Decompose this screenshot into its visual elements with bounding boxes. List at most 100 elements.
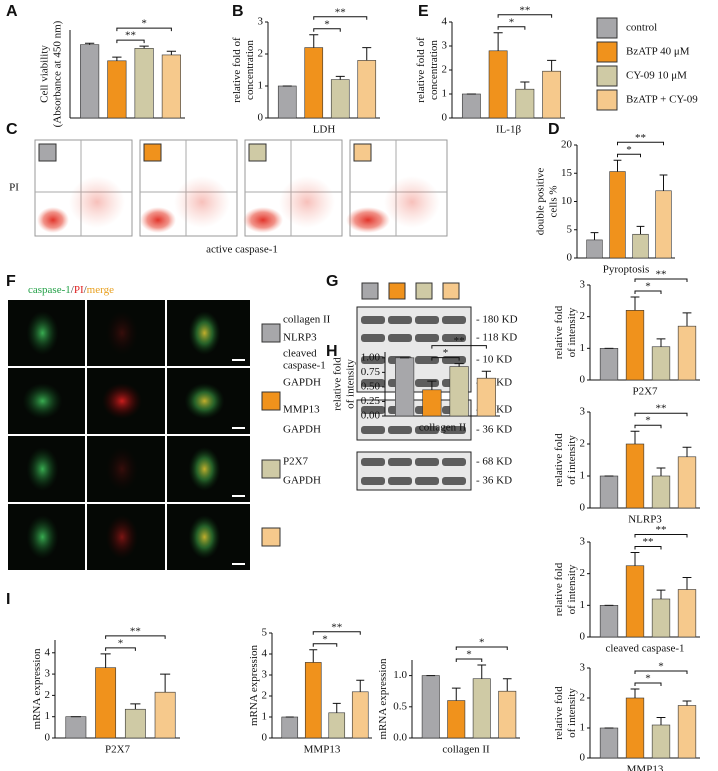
- error-bar: [112, 56, 122, 61]
- significance-bracket: [634, 533, 688, 538]
- bar: [80, 44, 100, 119]
- significance-label: *: [141, 18, 147, 30]
- significance-label: *: [509, 16, 515, 28]
- significance-label: **: [331, 621, 342, 633]
- significance-bracket: [617, 153, 641, 158]
- if-cell: [26, 515, 59, 559]
- y-tick-label: 0.0: [393, 732, 407, 744]
- bar: [542, 70, 562, 119]
- if-header-part: merge: [87, 284, 114, 296]
- blot-size: - 36 KD: [476, 475, 512, 487]
- y-axis-label: relative fold: [332, 357, 344, 411]
- blot-size: - 36 KD: [476, 424, 512, 436]
- bar: [609, 171, 626, 259]
- blot-band: [388, 316, 412, 324]
- bar: [95, 667, 117, 739]
- bar: [422, 389, 442, 417]
- bar: [625, 443, 645, 509]
- significance-bracket: [634, 278, 688, 283]
- group-swatch: [261, 391, 281, 411]
- significance-bracket: [116, 27, 172, 32]
- blot-band: [388, 477, 412, 485]
- significance-label: *: [466, 649, 472, 661]
- significance-bracket: [634, 545, 662, 550]
- significance-bracket: [431, 345, 487, 349]
- significance-label: *: [645, 673, 651, 685]
- error-bar: [630, 296, 640, 311]
- y-tick-label: 3: [45, 668, 51, 680]
- significance-bracket: [455, 646, 508, 650]
- bar: [677, 589, 697, 638]
- bar: [599, 348, 619, 381]
- y-tick-label: 0: [580, 502, 586, 514]
- y-tick-label: 3: [262, 669, 268, 681]
- error-bar: [84, 42, 95, 45]
- panel-label: F: [6, 273, 16, 290]
- x-axis-label: collagen II: [419, 422, 467, 434]
- blot-band: [361, 426, 385, 434]
- if-cell: [102, 383, 142, 419]
- bar: [625, 697, 645, 759]
- significance-bracket: [312, 643, 338, 647]
- bar: [328, 712, 346, 739]
- y-tick-label: 15: [561, 167, 573, 179]
- blot-band: [415, 458, 439, 466]
- blot-band: [415, 426, 439, 434]
- y-tick-label: 4: [442, 16, 448, 28]
- significance-label: *: [645, 281, 651, 293]
- blot-band: [415, 316, 439, 324]
- error-bar: [427, 380, 437, 390]
- error-bar: [682, 446, 692, 457]
- y-tick-label: 5: [262, 627, 268, 639]
- significance-bracket: [634, 670, 688, 674]
- error-bar: [590, 232, 599, 240]
- y-tick-label: 3: [580, 279, 586, 291]
- legend-label: CY-09 10 μM: [626, 70, 687, 82]
- blot-label: GAPDH: [283, 377, 321, 389]
- y-axis-label: of intensity: [566, 688, 578, 738]
- group-swatch: [353, 143, 372, 162]
- blot-size: - 180 KD: [476, 314, 518, 326]
- significance-bracket: [105, 647, 136, 651]
- x-axis-label: cleaved caspase-1: [605, 643, 684, 655]
- error-bar: [630, 430, 640, 444]
- bar: [447, 700, 466, 739]
- y-axis-label: relative fold of: [415, 37, 427, 103]
- significance-bracket: [634, 412, 688, 417]
- y-tick-label: 3: [258, 16, 264, 28]
- y-axis-label: cells %: [548, 185, 560, 217]
- blot-band: [442, 334, 466, 342]
- y-tick-label: 5: [567, 223, 573, 235]
- y-tick-label: 0: [580, 752, 586, 764]
- significance-label: *: [479, 637, 485, 649]
- panel-label: B: [232, 3, 244, 20]
- error-bar: [481, 370, 492, 379]
- y-tick-label: 0: [580, 374, 586, 386]
- bar: [515, 88, 535, 119]
- y-axis-label: mRNA expression: [248, 645, 260, 726]
- legend-swatch: [596, 17, 618, 39]
- if-cell: [26, 311, 59, 355]
- y-axis-label: relative fold of: [231, 37, 243, 103]
- bar: [655, 190, 672, 259]
- significance-label: **: [643, 536, 654, 548]
- x-axis-label: MMP13: [304, 744, 341, 756]
- y-tick-label: 2: [580, 567, 586, 579]
- significance-label: *: [324, 18, 330, 30]
- bar: [395, 357, 415, 417]
- y-axis-label: relative fold: [553, 433, 565, 487]
- y-tick-label: 1: [258, 80, 264, 92]
- bar: [632, 233, 649, 259]
- blot-label: caspase-1: [283, 360, 326, 372]
- bar: [304, 47, 324, 119]
- y-tick-label: 0.75: [361, 366, 381, 378]
- blot-label: collagen II: [283, 314, 331, 326]
- blot-band: [442, 477, 466, 485]
- error-bar: [547, 59, 557, 72]
- significance-bracket: [634, 290, 662, 295]
- blot-band: [361, 334, 385, 342]
- x-axis-label: Pyroptosis: [603, 264, 649, 276]
- error-bar: [613, 159, 622, 172]
- error-bar: [160, 673, 171, 693]
